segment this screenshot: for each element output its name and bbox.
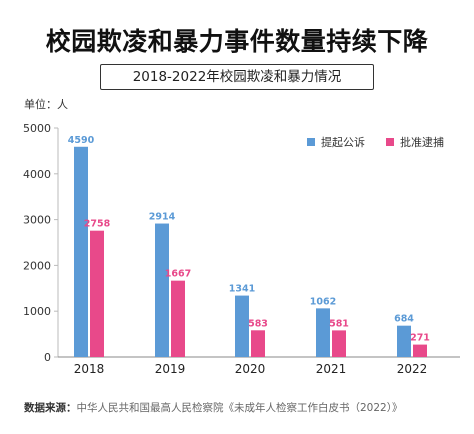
bar-prosecution bbox=[74, 146, 88, 357]
legend-swatch-pink bbox=[386, 138, 394, 146]
chart-subtitle: 2018-2022年校园欺凌和暴力情况 bbox=[100, 64, 374, 90]
bar-prosecution bbox=[316, 308, 330, 357]
legend-swatch-blue bbox=[307, 138, 315, 146]
y-tick-label: 4000 bbox=[23, 168, 51, 181]
bar-arrest bbox=[251, 330, 265, 357]
bar-prosecution bbox=[155, 223, 169, 357]
data-label-arrest: 2758 bbox=[84, 219, 111, 230]
x-tick-label: 2022 bbox=[397, 362, 428, 376]
y-tick-label: 0 bbox=[44, 351, 51, 364]
legend-item-arrest: 批准逮捕 bbox=[386, 134, 444, 150]
page-title: 校园欺凌和暴力事件数量持续下降 bbox=[45, 27, 429, 56]
data-label-arrest: 583 bbox=[248, 318, 268, 329]
data-label-arrest: 1667 bbox=[165, 269, 191, 280]
data-label-prosecution: 684 bbox=[394, 314, 414, 325]
x-tick-label: 2021 bbox=[316, 362, 347, 376]
source-note: 数据来源：中华人民共和国最高人民检察院《未成年人检察工作白皮书（2022）》 bbox=[24, 400, 402, 415]
bar-prosecution bbox=[397, 325, 411, 357]
data-label-prosecution: 1062 bbox=[310, 296, 336, 307]
y-tick-label: 5000 bbox=[23, 122, 51, 135]
data-label-prosecution: 4590 bbox=[68, 135, 95, 146]
x-tick-label: 2019 bbox=[155, 362, 186, 376]
data-label-arrest: 271 bbox=[410, 333, 430, 344]
data-label-prosecution: 2914 bbox=[149, 212, 176, 223]
legend-label-prosecution: 提起公诉 bbox=[321, 136, 365, 149]
legend-item-prosecution: 提起公诉 bbox=[307, 134, 365, 150]
y-tick-label: 2000 bbox=[23, 259, 51, 272]
bar-arrest bbox=[413, 344, 427, 357]
x-tick-label: 2018 bbox=[74, 362, 105, 376]
legend-label-arrest: 批准逮捕 bbox=[400, 136, 444, 149]
bar-prosecution bbox=[235, 295, 249, 357]
y-tick-label: 1000 bbox=[23, 305, 51, 318]
unit-label: 单位：人 bbox=[24, 98, 68, 111]
source-text: 中华人民共和国最高人民检察院《未成年人检察工作白皮书（2022）》 bbox=[76, 402, 403, 414]
bar-arrest bbox=[90, 230, 104, 357]
bar-arrest bbox=[171, 280, 185, 357]
x-tick-label: 2020 bbox=[235, 362, 266, 376]
y-tick-label: 3000 bbox=[23, 214, 51, 227]
data-label-arrest: 581 bbox=[329, 318, 349, 329]
data-label-prosecution: 1341 bbox=[229, 284, 255, 295]
source-label: 数据来源： bbox=[24, 402, 77, 414]
bar-arrest bbox=[332, 330, 346, 357]
